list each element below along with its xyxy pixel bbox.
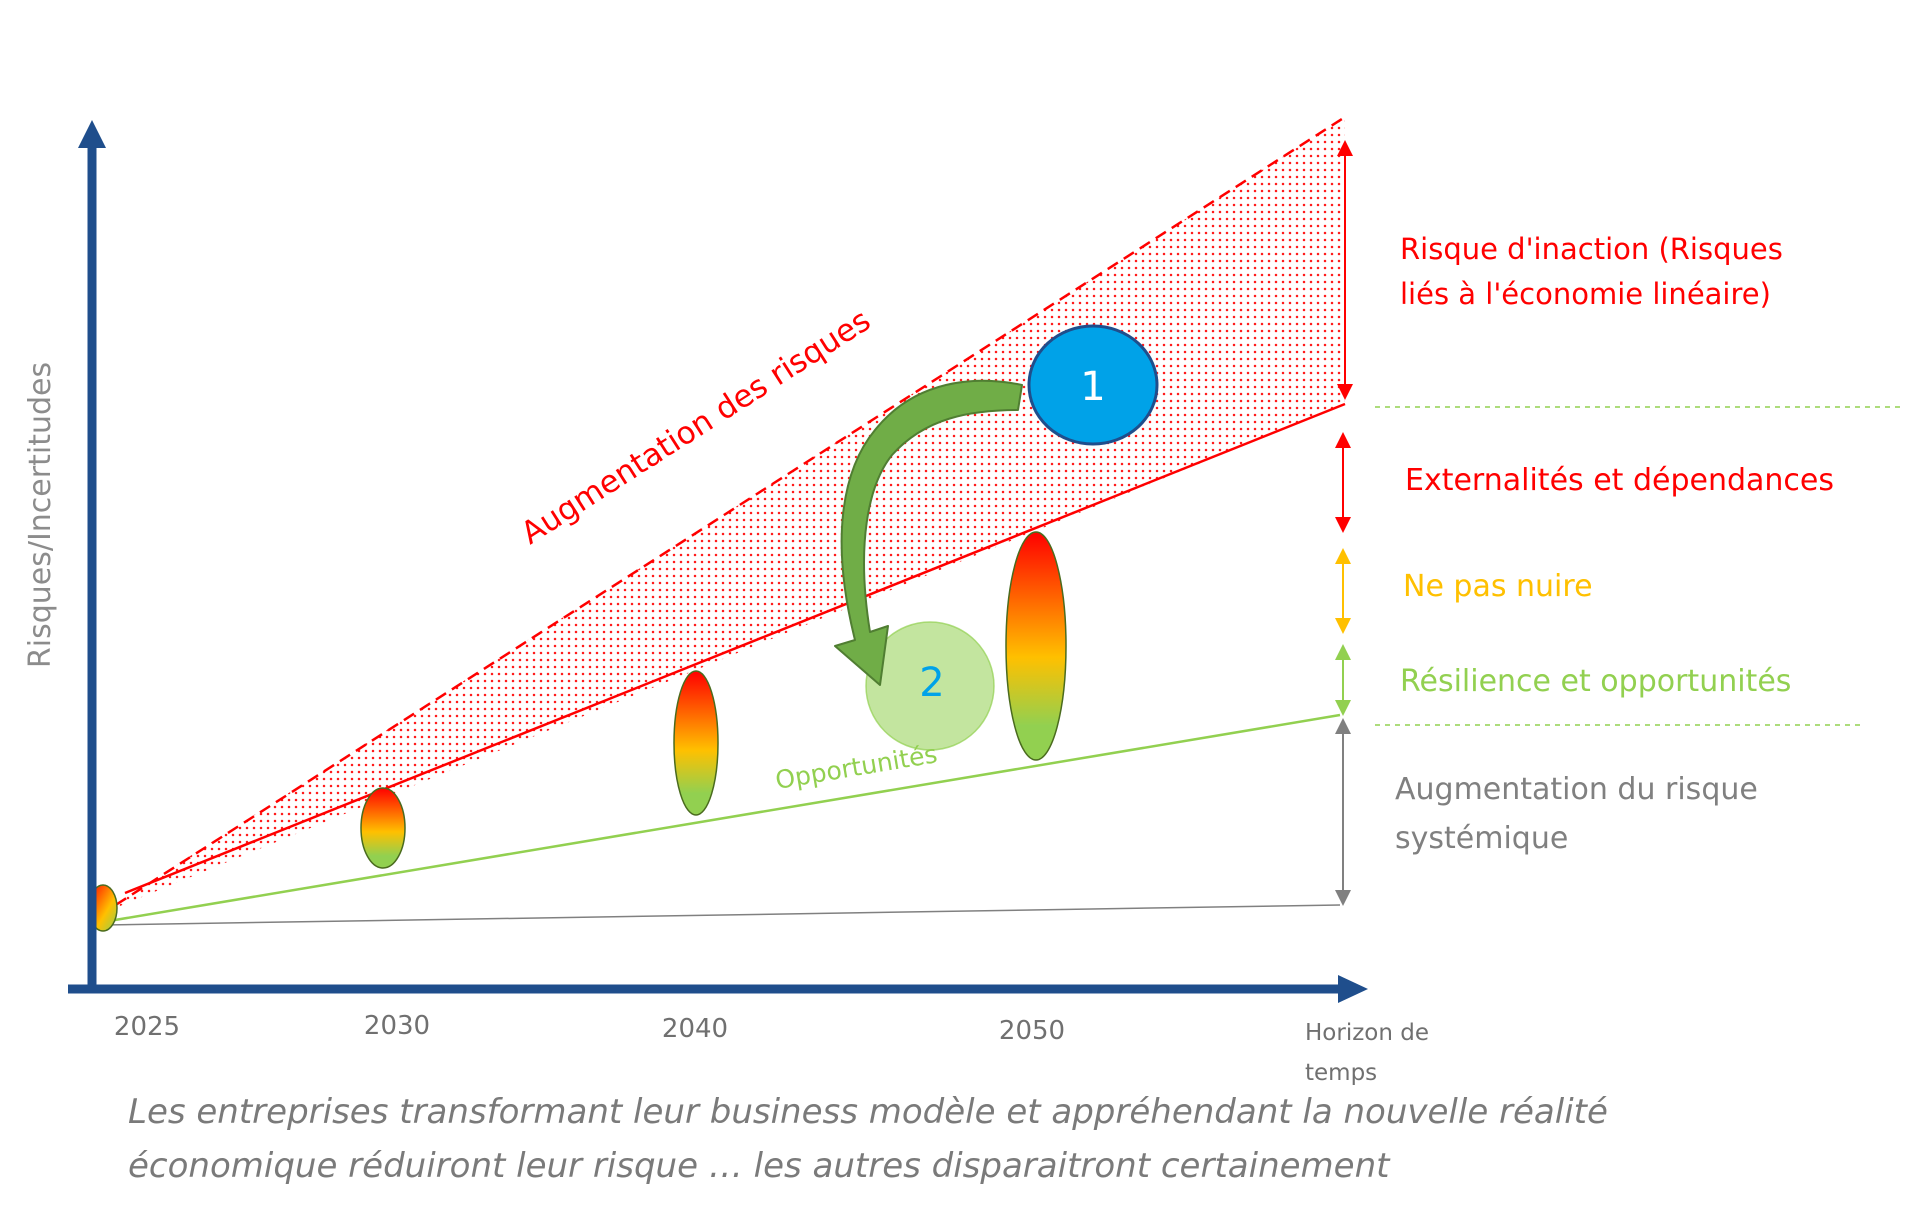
caption: Les entreprises transformant leur busine… [128,1085,1828,1193]
x-tick-2025: 2025 [114,1012,180,1042]
x-tick-2050: 2050 [999,1016,1065,1046]
y-axis-arrowhead [78,120,106,148]
marker-2-circle [865,621,995,751]
inaction-risk-label-line2: liés à l'économie linéaire) [1400,277,1771,311]
baseline-line [102,904,1341,926]
transition-arrow [834,379,1023,686]
x-axis-arrowhead [1338,975,1368,1003]
caption-line-1: Les entreprises transformant leur busine… [128,1092,1608,1132]
resilience-label: Résilience et opportunités [1400,664,1791,699]
y-axis-label: Risques/Incertitudes [23,362,58,668]
risk-flame-2050 [1005,531,1067,761]
marker-1-label: 1 [1080,364,1105,410]
x-axis-label-line2: temps [1305,1060,1377,1086]
caption-line-2: économique réduiront leur risque … les a… [128,1146,1390,1186]
risk-flame-2030 [360,787,406,869]
externalities-label: Externalités et dépendances [1405,463,1834,498]
x-tick-2040: 2040 [662,1014,728,1044]
opportunities-line [102,713,1341,924]
do-no-harm-label: Ne pas nuire [1403,569,1593,604]
marker-2-label: 2 [919,660,944,706]
systemic-risk-label-line1: Augmentation du risque [1395,772,1758,807]
inaction-risk-label-line1: Risque d'inaction (Risques [1400,232,1783,266]
marker-1-circle [1027,324,1159,446]
risk-lower-line [124,402,1346,895]
x-axis-label-line1: Horizon de [1305,1020,1429,1046]
systemic-risk-label-line2: systémique [1395,821,1568,856]
risk-flame-2040 [673,670,719,816]
x-tick-2030: 2030 [364,1011,430,1041]
